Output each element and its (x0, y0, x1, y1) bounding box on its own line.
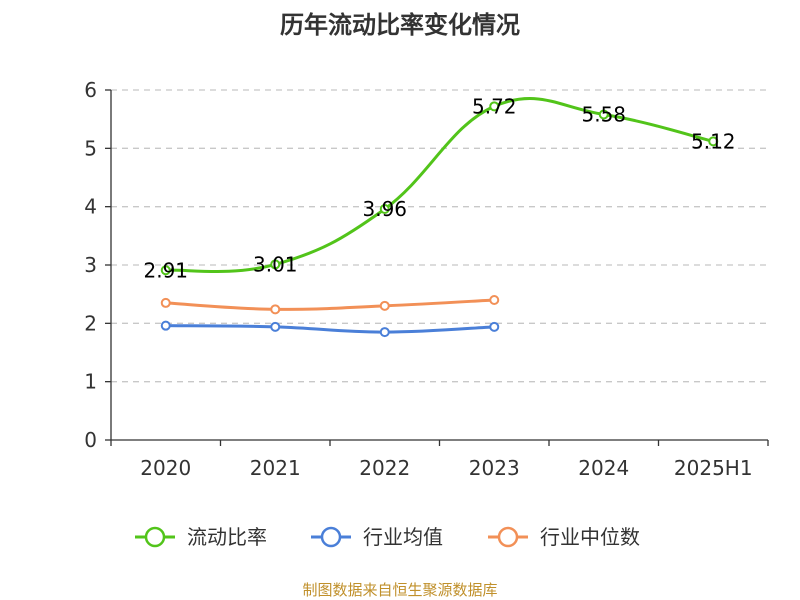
data-point (489, 101, 500, 112)
legend-swatch-marker (144, 526, 166, 548)
y-tick-label: 3 (84, 253, 97, 277)
data-point (160, 320, 171, 331)
legend-swatch-marker (497, 526, 519, 548)
x-tick-label: 2022 (359, 456, 410, 480)
legend-label: 行业中位数 (540, 525, 640, 549)
data-point (379, 327, 390, 338)
legend-item: 行业均值 (311, 525, 443, 549)
series-lines (160, 96, 719, 338)
legend-label: 流动比率 (187, 525, 267, 549)
data-label: 5.12 (691, 129, 736, 153)
x-tick-label: 2021 (250, 456, 301, 480)
data-point (270, 259, 281, 270)
y-tick-label: 1 (84, 370, 97, 394)
data-point (489, 295, 500, 305)
data-label: 2.91 (143, 258, 188, 282)
x-tick-label: 2024 (578, 456, 629, 480)
legend-item: 行业中位数 (488, 525, 640, 549)
data-point (160, 297, 171, 308)
y-tick-label: 6 (84, 78, 97, 102)
data-label: 3.96 (362, 197, 407, 221)
legend: 流动比率 行业均值 行业中位数 (135, 525, 640, 549)
legend-swatch-marker (320, 526, 342, 548)
x-tick-label: 2023 (469, 456, 520, 480)
x-tick-label: 2020 (140, 456, 191, 480)
legend-item: 流动比率 (135, 525, 267, 549)
data-point (270, 321, 281, 332)
y-tick-label: 5 (84, 136, 97, 160)
source-note: 制图数据来自恒生聚源数据库 (302, 581, 497, 599)
data-point (598, 109, 609, 120)
y-tick-label: 2 (84, 311, 97, 335)
data-point (160, 265, 171, 276)
data-labels: 2.91 3.01 3.96 5.72 5.58 5.12 (143, 94, 735, 282)
x-tick-label: 2025H1 (674, 456, 753, 480)
legend-label: 行业均值 (363, 525, 443, 549)
y-tick-label: 4 (84, 195, 97, 219)
chart-title: 历年流动比率变化情况 (280, 11, 520, 39)
data-label: 5.58 (581, 103, 626, 127)
series-line-0 (164, 96, 715, 274)
axes: 0 1 2 3 4 5 6 2020 2021 2022 2023 2024 2025H1 (84, 78, 769, 480)
y-tick-label: 0 (84, 428, 97, 452)
data-label: 5.72 (472, 94, 517, 118)
data-point (489, 321, 500, 332)
data-point (379, 300, 390, 311)
data-point (379, 204, 390, 214)
data-label: 3.01 (253, 252, 298, 276)
series-line-1 (164, 324, 496, 334)
data-point (270, 304, 281, 315)
grid-lines (111, 89, 768, 383)
data-point (708, 136, 719, 147)
series-line-2 (164, 298, 496, 311)
